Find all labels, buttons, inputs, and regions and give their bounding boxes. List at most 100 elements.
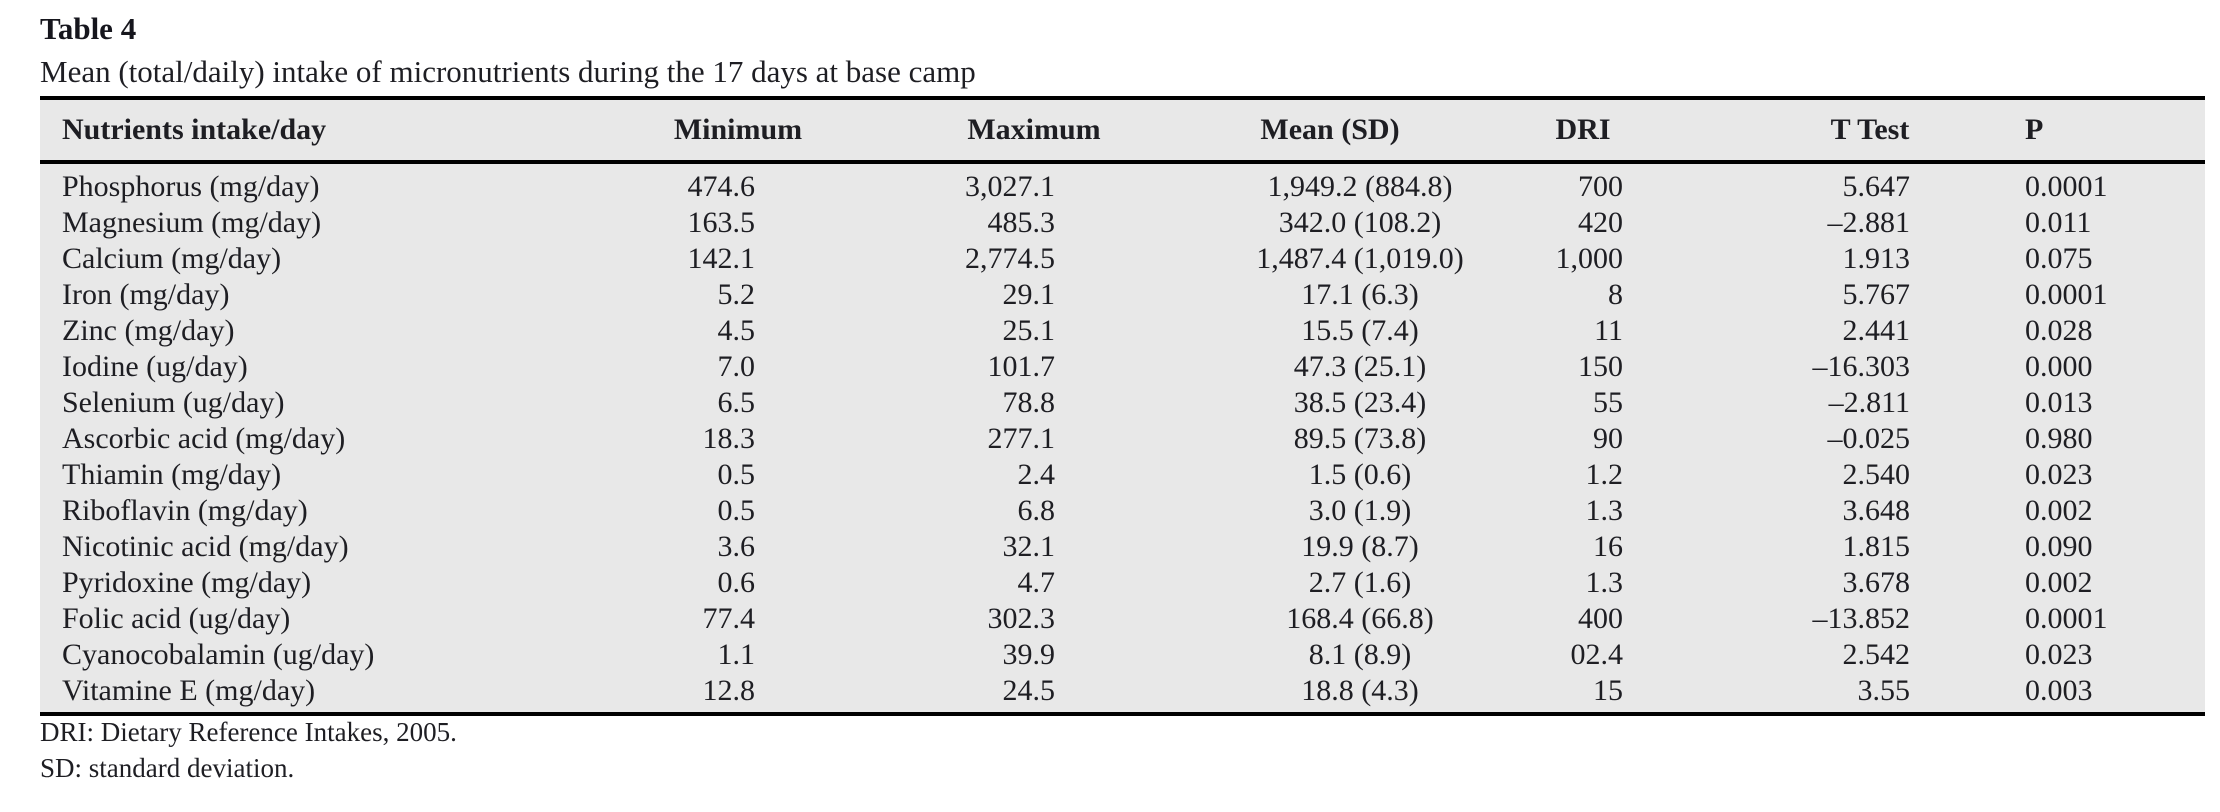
cell-nutrient: Vitamine E (mg/day) <box>62 674 316 707</box>
cell-minimum: 0.6 <box>717 566 756 599</box>
cell-nutrient: Pyridoxine (mg/day) <box>62 566 312 599</box>
cell-p: 0.000 <box>2025 350 2093 383</box>
footnote-dri: DRI: Dietary Reference Intakes, 2005. <box>40 717 457 747</box>
cell-mean-sd: 8.1 (8.9) <box>1308 638 1412 671</box>
cell-t-test: 5.767 <box>1842 278 1911 311</box>
cell-mean-sd: 1,949.2 (884.8) <box>1267 170 1453 203</box>
cell-minimum: 7.0 <box>717 350 756 383</box>
header-minimum: Minimum <box>673 113 803 146</box>
cell-t-test: 5.647 <box>1842 170 1911 203</box>
cell-minimum: 6.5 <box>717 386 756 419</box>
cell-p: 0.980 <box>2025 422 2093 455</box>
cell-dri: 1.2 <box>1585 458 1624 491</box>
cell-p: 0.0001 <box>2025 602 2108 635</box>
cell-dri: 1,000 <box>1555 242 1624 275</box>
header-p: P <box>2025 113 2044 146</box>
cell-maximum: 101.7 <box>987 350 1056 383</box>
cell-nutrient: Zinc (mg/day) <box>62 314 235 347</box>
cell-t-test: 1.913 <box>1842 242 1911 275</box>
table-row: Selenium (ug/day) 6.5 78.8 38.5 (23.4) 55 –2.… <box>40 385 2205 421</box>
cell-t-test: 2.540 <box>1842 458 1911 491</box>
cell-t-test: 3.55 <box>1857 674 1911 707</box>
cell-maximum: 78.8 <box>1002 386 1056 419</box>
cell-dri: 1.3 <box>1585 566 1624 599</box>
cell-maximum: 302.3 <box>987 602 1056 635</box>
table-number-label: Table 4 <box>40 11 137 46</box>
cell-t-test: 3.678 <box>1842 566 1911 599</box>
cell-dri: 02.4 <box>1570 638 1624 671</box>
cell-maximum: 24.5 <box>1002 674 1056 707</box>
cell-dri: 8 <box>1608 278 1623 311</box>
cell-mean-sd: 38.5 (23.4) <box>1293 386 1427 419</box>
cell-mean-sd: 2.7 (1.6) <box>1308 566 1412 599</box>
cell-minimum: 1.1 <box>717 638 756 671</box>
table-row: Cyanocobalamin (ug/day) 1.1 39.9 8.1 (8.9) 0… <box>40 637 2205 673</box>
header-mean-sd: Mean (SD) <box>1260 113 1400 146</box>
cell-minimum: 3.6 <box>717 530 756 563</box>
cell-nutrient: Calcium (mg/day) <box>62 242 282 275</box>
cell-nutrient: Nicotinic acid (mg/day) <box>62 530 349 563</box>
cell-minimum: 0.5 <box>717 494 756 527</box>
table-row: Riboflavin (mg/day) 0.5 6.8 3.0 (1.9) 1.3 3.6… <box>40 493 2205 529</box>
micronutrients-table: Nutrients intake/day Minimum Maximum Mea… <box>40 96 2205 716</box>
cell-minimum: 5.2 <box>717 278 756 311</box>
cell-mean-sd: 47.3 (25.1) <box>1293 350 1427 383</box>
cell-mean-sd: 19.9 (8.7) <box>1301 530 1419 563</box>
cell-maximum: 3,027.1 <box>965 170 1055 203</box>
cell-mean-sd: 1.5 (0.6) <box>1308 458 1412 491</box>
cell-maximum: 485.3 <box>987 206 1056 239</box>
cell-maximum: 25.1 <box>1002 314 1056 347</box>
cell-maximum: 32.1 <box>1002 530 1056 563</box>
cell-p: 0.013 <box>2025 386 2093 419</box>
cell-maximum: 277.1 <box>987 422 1056 455</box>
table-caption: Table 4 Mean (total/daily) intake of mic… <box>40 10 2205 92</box>
cell-p: 0.002 <box>2025 494 2093 527</box>
table-row: Iron (mg/day) 5.2 29.1 17.1 (6.3) 8 5.767 0.00… <box>40 277 2205 313</box>
cell-minimum: 4.5 <box>717 314 756 347</box>
cell-p: 0.075 <box>2025 242 2093 275</box>
cell-minimum: 474.6 <box>687 170 756 203</box>
cell-t-test: 1.815 <box>1842 530 1911 563</box>
cell-p: 0.023 <box>2025 638 2093 671</box>
table-row: Folic acid (ug/day) 77.4 302.3 168.4 (66.8)… <box>40 601 2205 637</box>
header-nutrients-intake: Nutrients intake/day <box>62 113 327 146</box>
cell-t-test: –13.852 <box>1812 602 1911 635</box>
cell-dri: 420 <box>1578 206 1623 239</box>
cell-nutrient: Thiamin (mg/day) <box>62 458 282 491</box>
cell-p: 0.002 <box>2025 566 2093 599</box>
cell-maximum: 4.7 <box>1017 566 1056 599</box>
cell-p: 0.090 <box>2025 530 2093 563</box>
cell-dri: 55 <box>1593 386 1623 419</box>
header-dri: DRI <box>1555 113 1611 146</box>
cell-t-test: 3.648 <box>1842 494 1911 527</box>
cell-dri: 150 <box>1578 350 1623 383</box>
cell-maximum: 6.8 <box>1017 494 1056 527</box>
cell-nutrient: Selenium (ug/day) <box>62 386 285 419</box>
cell-minimum: 12.8 <box>702 674 756 707</box>
cell-minimum: 18.3 <box>702 422 756 455</box>
table-row: Thiamin (mg/day) 0.5 2.4 1.5 (0.6) 1.2 2.540 0… <box>40 457 2205 493</box>
cell-p: 0.003 <box>2025 674 2093 707</box>
cell-dri: 90 <box>1593 422 1623 455</box>
cell-minimum: 0.5 <box>717 458 756 491</box>
cell-nutrient: Riboflavin (mg/day) <box>62 494 308 527</box>
cell-mean-sd: 1,487.4 (1,019.0) <box>1256 242 1464 275</box>
cell-mean-sd: 342.0 (108.2) <box>1278 206 1442 239</box>
table-row: Nicotinic acid (mg/day) 3.6 32.1 19.9 (8.7)… <box>40 529 2205 565</box>
cell-maximum: 29.1 <box>1002 278 1056 311</box>
cell-dri: 16 <box>1593 530 1623 563</box>
header-maximum: Maximum <box>967 113 1101 146</box>
cell-p: 0.023 <box>2025 458 2093 491</box>
cell-mean-sd: 3.0 (1.9) <box>1308 494 1412 527</box>
cell-mean-sd: 15.5 (7.4) <box>1301 314 1419 347</box>
cell-maximum: 2.4 <box>1017 458 1056 491</box>
table-title: Mean (total/daily) intake of micronutrie… <box>40 54 976 89</box>
cell-t-test: 2.441 <box>1842 314 1911 347</box>
header-t-test: T Test <box>1830 113 1910 146</box>
cell-minimum: 163.5 <box>687 206 756 239</box>
cell-t-test: –0.025 <box>1827 422 1911 455</box>
cell-mean-sd: 89.5 (73.8) <box>1293 422 1427 455</box>
cell-t-test: –2.881 <box>1827 206 1911 239</box>
cell-p: 0.028 <box>2025 314 2093 347</box>
table-row: Iodine (ug/day) 7.0 101.7 47.3 (25.1) 150 –16… <box>40 349 2205 385</box>
